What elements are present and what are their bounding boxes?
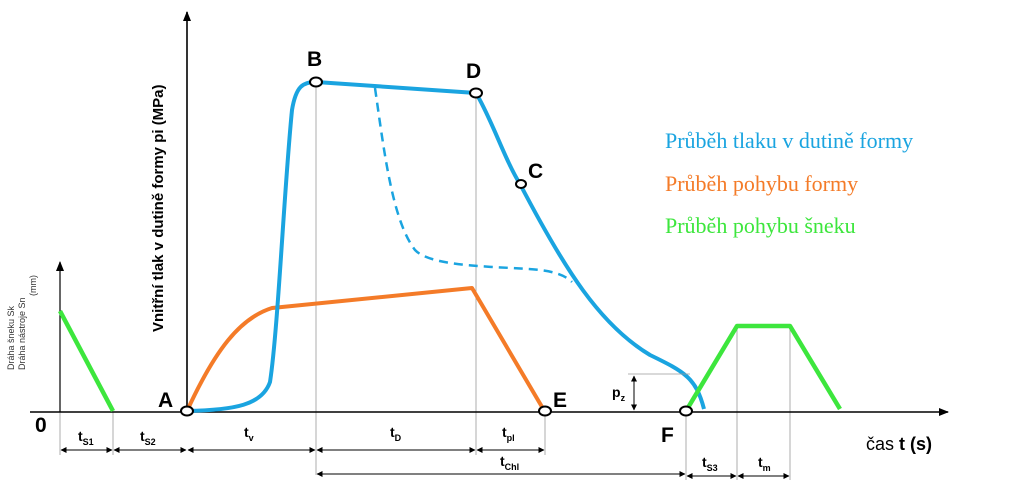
left-axis-title: Dráha šneku Sk Dráha nástroje Sn (mm) bbox=[6, 275, 38, 370]
legend: Průběh tlaku v dutině formy Průběh pohyb… bbox=[665, 128, 913, 238]
interval-label-tv: tv bbox=[244, 424, 254, 443]
legend-mold: Průběh pohybu formy bbox=[665, 171, 858, 196]
point-marker-d bbox=[469, 87, 483, 99]
point-markers bbox=[180, 76, 693, 417]
interval-label-tpl: tpl bbox=[502, 424, 515, 443]
interval-label-ts3: tS3 bbox=[702, 454, 718, 473]
y-axis-title: Vnitřní tlak v dutině formy pi (MPa) bbox=[150, 84, 167, 332]
x-axis-title: čas t (s) bbox=[866, 434, 932, 454]
x-axis-title-unit: (s) bbox=[905, 434, 932, 454]
point-label-f: F bbox=[661, 424, 674, 447]
point-marker-a bbox=[180, 405, 194, 417]
point-label-e: E bbox=[553, 389, 567, 412]
screw-movement-curve-left bbox=[58, 309, 115, 413]
x-axis-title-var: t bbox=[899, 434, 905, 454]
x-axis-title-prefix: čas bbox=[866, 434, 899, 454]
interval-label-td: tD bbox=[390, 424, 402, 443]
point-label-d: D bbox=[466, 60, 481, 83]
point-label-c: C bbox=[528, 160, 543, 183]
origin-label: 0 bbox=[35, 414, 47, 437]
left-axis-title-line-1: Dráha šneku Sk bbox=[6, 305, 16, 370]
point-marker-f bbox=[679, 405, 693, 417]
interval-label-ts1: tS1 bbox=[78, 428, 94, 447]
pz-label: pz bbox=[612, 384, 626, 403]
point-label-b: B bbox=[307, 48, 322, 71]
screw-movement-curve-right bbox=[684, 323, 842, 413]
point-label-a: A bbox=[158, 389, 173, 412]
guide-lines bbox=[59, 82, 791, 480]
left-axis-title-line-3: (mm) bbox=[28, 275, 38, 296]
left-axis-title-line-2: Dráha nástroje Sn bbox=[17, 297, 27, 370]
interval-label-tchl: tChl bbox=[500, 453, 519, 472]
cavity-pressure-curve bbox=[186, 80, 706, 413]
interval-label-ts2: tS2 bbox=[140, 428, 156, 447]
interval-label-tm: tm bbox=[758, 454, 771, 473]
point-marker-b bbox=[309, 76, 323, 88]
axes bbox=[30, 11, 949, 416]
pz-dimension: pz bbox=[612, 373, 690, 411]
mold-movement-curve bbox=[185, 286, 547, 414]
point-marker-c bbox=[515, 179, 527, 189]
legend-pressure: Průběh tlaku v dutině formy bbox=[665, 128, 913, 153]
cavity-pressure-dashed-branch bbox=[373, 87, 573, 283]
interval-dimensions bbox=[60, 447, 790, 479]
point-marker-e bbox=[538, 405, 552, 417]
legend-screw: Průběh pohybu šneku bbox=[665, 213, 856, 238]
